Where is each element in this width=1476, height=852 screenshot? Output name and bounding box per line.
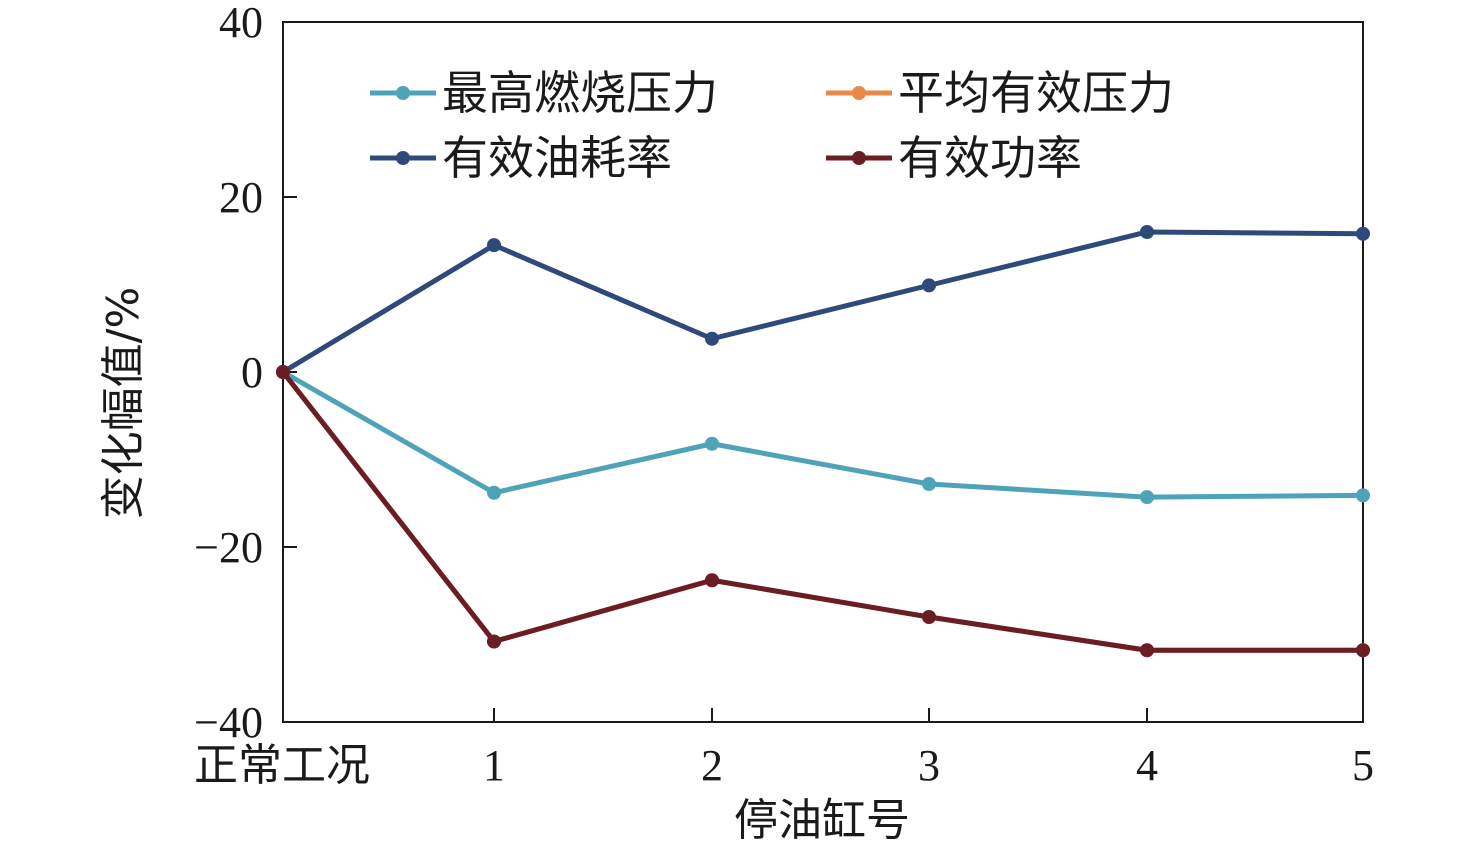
x-tick-label: 2 — [701, 741, 723, 790]
y-tick-label: 20 — [219, 173, 263, 222]
legend-swatch-marker — [396, 151, 410, 165]
series-3 — [276, 225, 1370, 379]
data-point — [922, 278, 936, 293]
series-line — [281, 369, 1364, 500]
legend-item: 平均有效压力 — [826, 66, 1174, 120]
x-tick-label: 5 — [1352, 741, 1374, 790]
y-tick-label: −20 — [194, 523, 263, 572]
legend-item: 最高燃烧压力 — [370, 66, 718, 120]
legend-item: 有效油耗率 — [370, 131, 672, 185]
legend-item: 有效功率 — [826, 131, 1082, 185]
x-tick-label: 3 — [918, 741, 940, 790]
data-point — [487, 238, 501, 253]
series-4 — [276, 365, 1370, 658]
series-1 — [276, 365, 1370, 505]
data-point — [1140, 643, 1154, 658]
legend-label: 有效功率 — [898, 131, 1082, 185]
data-point — [1356, 226, 1370, 241]
y-tick-label: 0 — [241, 348, 263, 397]
x-axis-title: 停油缸号 — [734, 795, 910, 846]
y-tick-label: −40 — [194, 698, 263, 747]
series-2 — [276, 365, 1370, 658]
data-point — [705, 573, 719, 588]
legend-label: 平均有效压力 — [898, 66, 1174, 120]
x-tick-label: 正常工况 — [194, 740, 370, 791]
data-point — [922, 610, 936, 624]
legend-label: 有效油耗率 — [442, 131, 672, 185]
series-layer — [276, 225, 1370, 658]
data-point — [705, 436, 719, 451]
series-line — [281, 229, 1364, 375]
series-line — [281, 370, 1363, 653]
series-line — [281, 370, 1363, 653]
data-point — [922, 477, 936, 491]
x-tick-label: 1 — [483, 741, 505, 790]
legend-swatch-marker — [396, 86, 410, 100]
data-point — [1356, 643, 1370, 658]
data-point — [1356, 488, 1370, 503]
legend-swatch-marker — [852, 151, 866, 165]
y-axis-title: 变化幅值/% — [98, 287, 149, 520]
legend-label: 最高燃烧压力 — [442, 66, 718, 120]
data-point — [487, 485, 501, 500]
data-point — [487, 634, 501, 649]
data-point — [705, 331, 719, 346]
data-point — [1140, 225, 1154, 239]
plot-frame — [282, 21, 1364, 723]
x-tick-label: 4 — [1136, 741, 1158, 790]
y-tick-label: 40 — [219, 0, 263, 47]
data-point — [1140, 490, 1154, 505]
data-point — [276, 365, 290, 379]
legend-swatch-marker — [852, 86, 866, 100]
